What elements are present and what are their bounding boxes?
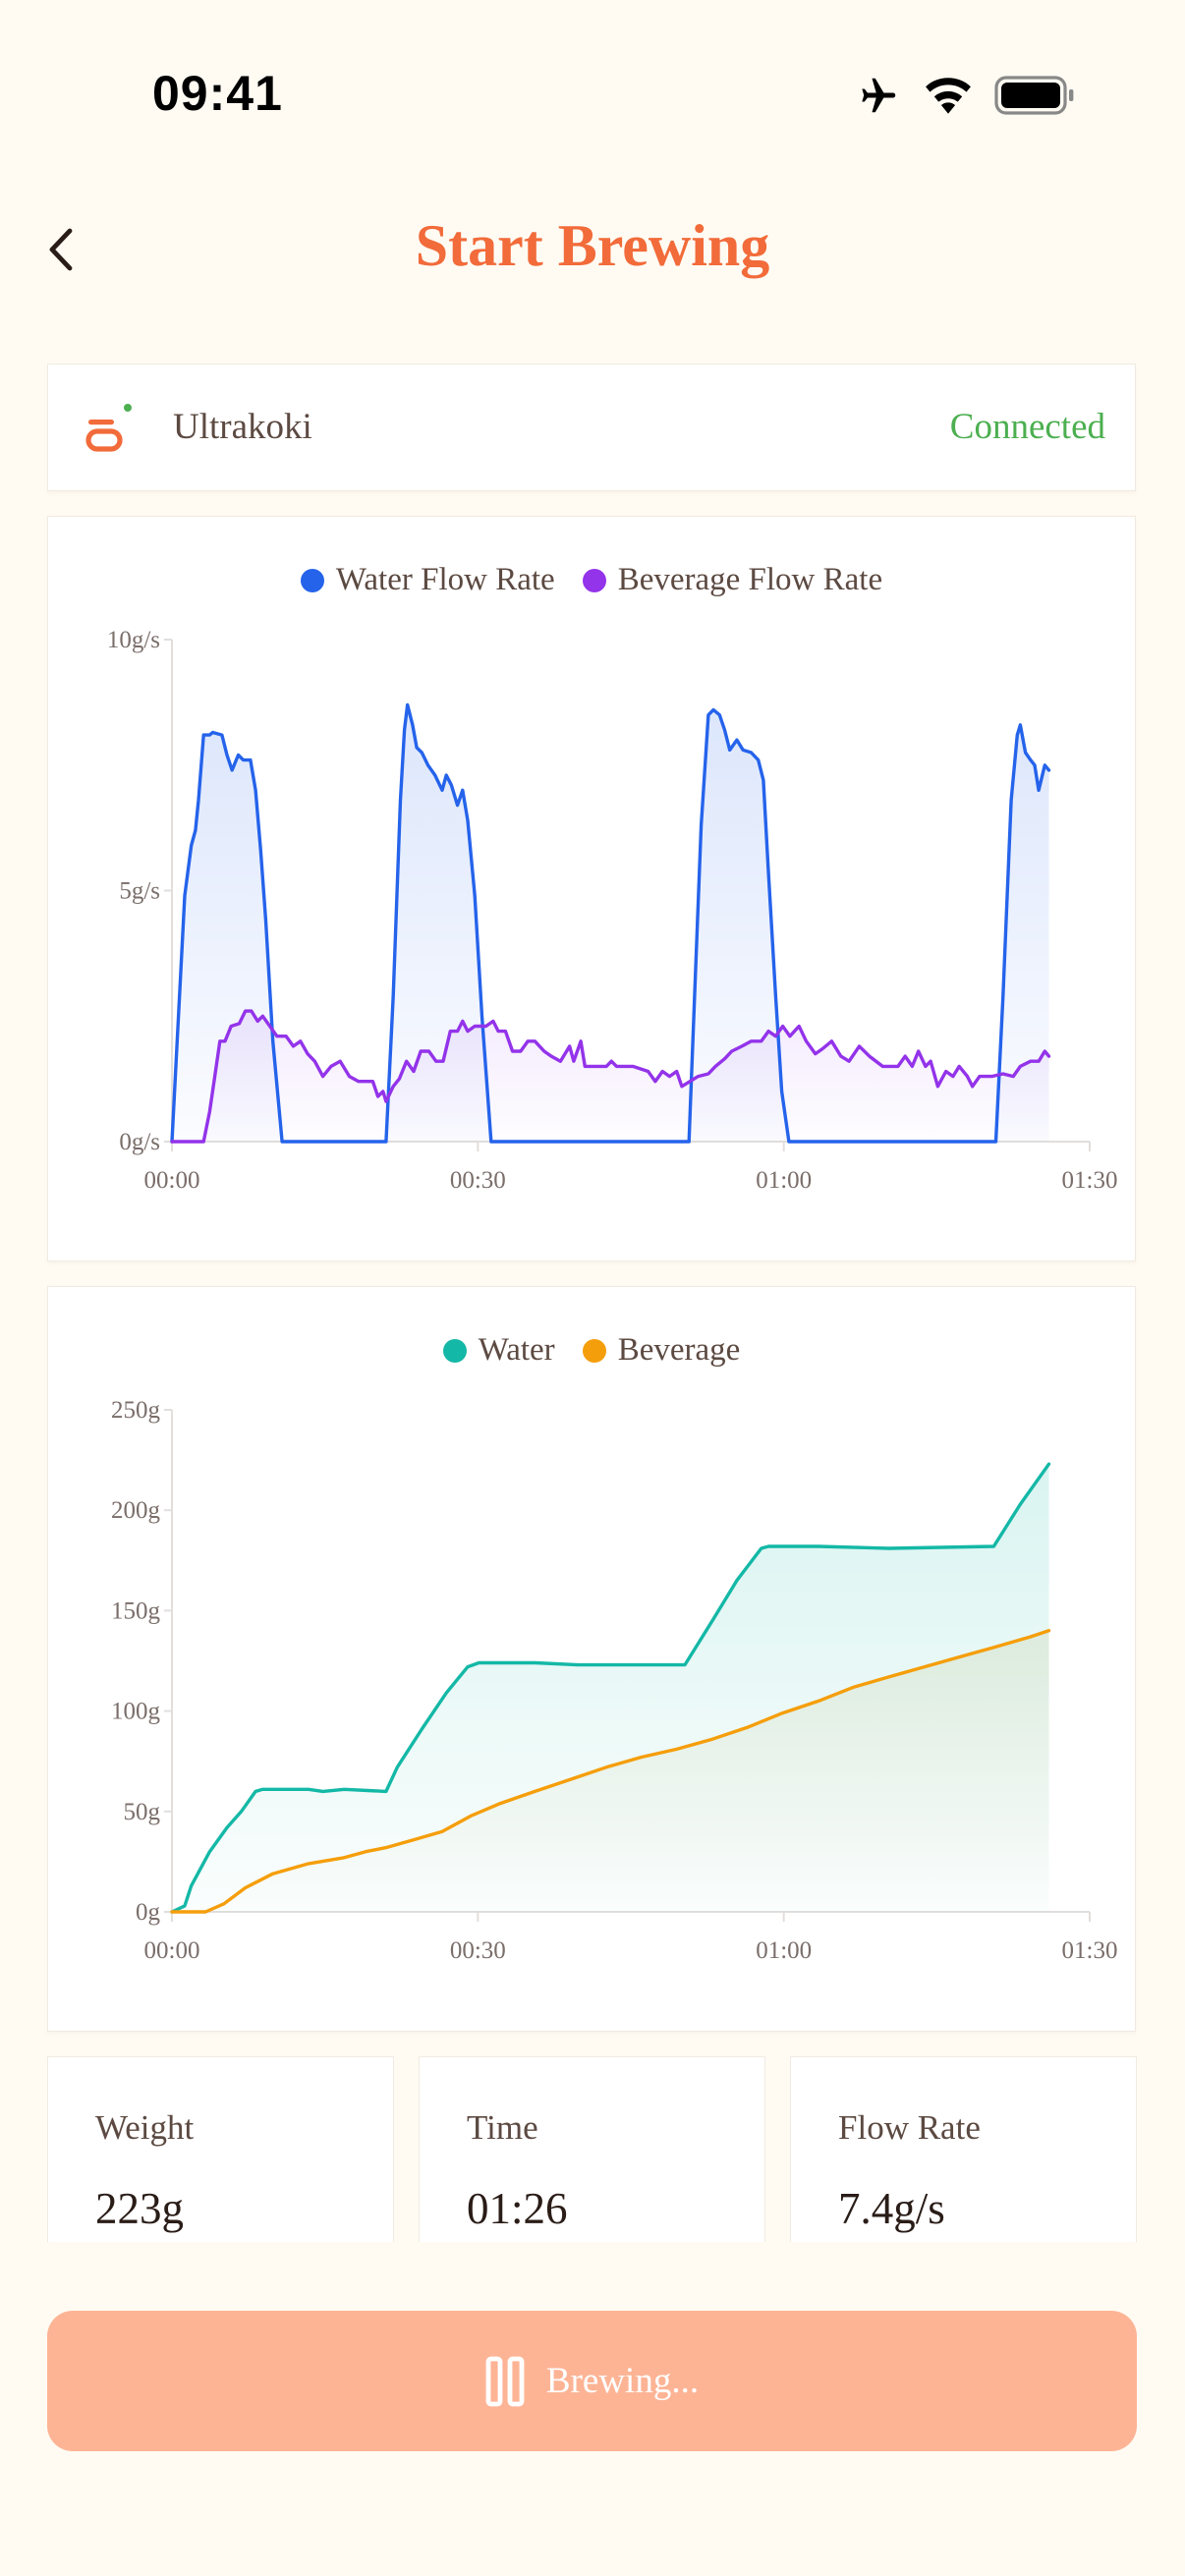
scale-icon	[85, 404, 132, 452]
stat-label: Weight	[95, 2108, 195, 2147]
chart-legend: Water Beverage	[48, 1332, 1135, 1369]
weight-chart: 0g 50g 100g 150g 200g 250g 00:00 00:30 01:00 01:3…	[111, 1397, 1118, 1964]
legend-dot	[582, 568, 606, 592]
content-scroll-area[interactable]: Ultrakoki Connected Water Flow Rate Beve…	[0, 354, 1185, 2242]
series-line-0	[170, 1462, 1051, 1914]
x-tick-label: 00:00	[144, 1167, 200, 1194]
chart-legend: Water Flow Rate Beverage Flow Rate	[48, 562, 1135, 598]
weight-chart-card: Water Beverage 0g 50g 100g 150g 200g 250g 00:0…	[47, 1286, 1136, 2032]
x-tick-label: 01:30	[1062, 1937, 1118, 1964]
legend-dot	[582, 1338, 606, 1363]
back-button[interactable]	[39, 218, 83, 281]
airplane-icon	[862, 78, 896, 113]
x-tick-label: 01:00	[756, 1167, 812, 1194]
legend-item-beverage-flow[interactable]: Beverage Flow Rate	[582, 562, 883, 598]
stat-value: 7.4g/s	[838, 2184, 945, 2233]
x-tick-label: 00:00	[144, 1937, 200, 1964]
x-tick-label: 00:30	[450, 1937, 506, 1964]
device-name: Ultrakoki	[173, 407, 312, 447]
chevron-left-icon	[49, 228, 73, 271]
stat-value: 223g	[95, 2184, 184, 2233]
y-tick-label: 0g/s	[119, 1129, 160, 1155]
y-tick-label: 5g/s	[119, 878, 160, 905]
stat-card-time: Time 01:26	[419, 2056, 765, 2242]
series-area-1	[172, 1630, 1049, 1912]
status-time: 09:41	[152, 66, 283, 121]
series-line-0	[170, 702, 1051, 1144]
legend-label: Water Flow Rate	[335, 562, 555, 597]
brewing-button[interactable]: Brewing...	[47, 2311, 1137, 2451]
legend-label: Beverage	[617, 1332, 741, 1368]
y-tick-label: 150g	[111, 1597, 161, 1624]
x-tick-label: 00:30	[450, 1167, 506, 1194]
connection-status: Connected	[949, 407, 1105, 447]
legend-label: Beverage Flow Rate	[617, 562, 883, 597]
legend-item-water-flow[interactable]: Water Flow Rate	[300, 562, 555, 598]
pause-icon	[485, 2356, 525, 2406]
stat-card-weight: Weight 223g	[47, 2056, 394, 2242]
y-tick-label: 200g	[111, 1497, 161, 1524]
x-tick-label: 01:30	[1062, 1167, 1118, 1194]
stat-card-flow-rate: Flow Rate 7.4g/s	[790, 2056, 1137, 2242]
y-tick-label: 10g/s	[107, 627, 160, 653]
stat-label: Flow Rate	[838, 2108, 981, 2147]
y-tick-label: 50g	[124, 1799, 161, 1825]
legend-dot	[442, 1338, 467, 1363]
status-icons	[855, 73, 1075, 118]
wifi-icon	[926, 78, 971, 114]
y-tick-label: 250g	[111, 1397, 161, 1424]
page-title: Start Brewing	[415, 213, 770, 278]
series-area-1	[172, 1011, 1049, 1142]
brewing-button-label: Brewing...	[545, 2361, 700, 2401]
x-tick-label: 01:00	[756, 1937, 812, 1964]
stat-label: Time	[467, 2108, 538, 2147]
flow-rate-chart: 0g/s 5g/s 10g/s 00:00 00:30 01:00 01:30	[107, 627, 1118, 1194]
flow-rate-chart-card: Water Flow Rate Beverage Flow Rate 0g/s 5…	[47, 516, 1136, 1261]
stat-value: 01:26	[467, 2184, 568, 2233]
device-card[interactable]: Ultrakoki Connected	[47, 364, 1136, 491]
legend-item-beverage[interactable]: Beverage	[582, 1332, 741, 1369]
series-line-1	[170, 1629, 1051, 1914]
y-tick-label: 0g	[136, 1899, 161, 1926]
series-line-1	[170, 1009, 1051, 1144]
battery-icon	[994, 76, 1074, 115]
legend-dot	[300, 568, 324, 592]
legend-item-water[interactable]: Water	[442, 1332, 555, 1369]
y-tick-label: 100g	[111, 1699, 161, 1725]
legend-label: Water	[478, 1332, 555, 1368]
